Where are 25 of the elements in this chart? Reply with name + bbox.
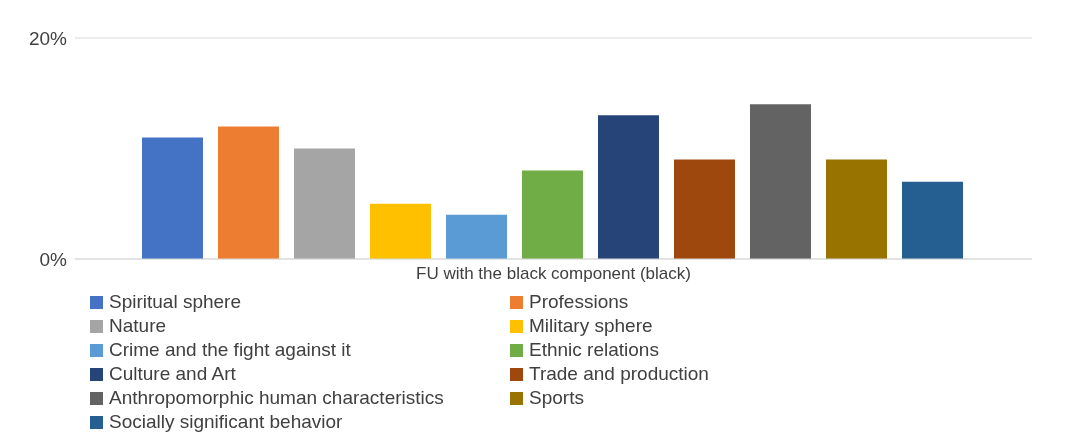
legend-label: Nature xyxy=(109,315,167,337)
x-tick-label: FU with the black component (black) xyxy=(416,264,691,284)
bar xyxy=(445,214,507,259)
legend-label: Socially significant behavior xyxy=(109,411,343,433)
legend-label: Military sphere xyxy=(529,315,653,337)
legend-label: Culture and Art xyxy=(109,363,236,385)
y-tick-label: 0% xyxy=(39,248,68,270)
bar xyxy=(597,115,659,259)
legend-label: Ethnic relations xyxy=(529,339,659,361)
bar xyxy=(901,181,963,259)
bar xyxy=(749,104,811,259)
bar xyxy=(825,159,887,259)
bar xyxy=(369,203,431,259)
legend-label: Spiritual sphere xyxy=(109,291,242,313)
legend-label: Anthropomorphic human characteristics xyxy=(109,387,444,409)
bar xyxy=(521,170,583,259)
legend-label: Sports xyxy=(529,387,584,409)
bar xyxy=(217,126,279,259)
legend-label: Trade and production xyxy=(529,363,709,385)
bar xyxy=(673,159,735,259)
legend-label: Professions xyxy=(529,291,629,313)
legend-label: Crime and the fight against it xyxy=(109,339,351,361)
y-tick-label: 20% xyxy=(28,27,68,49)
bar xyxy=(141,137,203,259)
bar xyxy=(293,148,355,259)
